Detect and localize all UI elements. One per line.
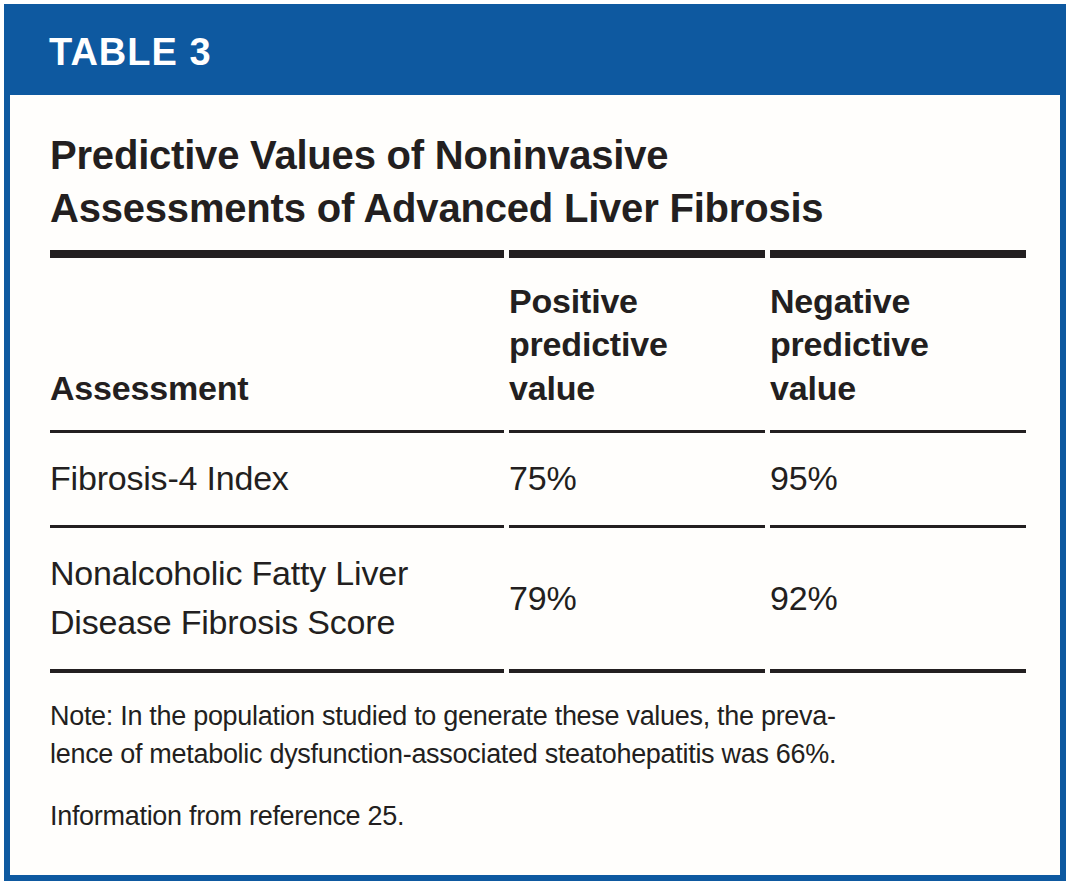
table-row: Fibrosis-4 Index 75% 95%	[50, 433, 1026, 528]
header-row: Assessment Positive predictive value Neg…	[50, 250, 1026, 434]
col-header-positive-predictive-value: Positive predictive value	[509, 250, 765, 434]
table-note-line-2: lence of metabolic dysfunction-associate…	[50, 736, 1026, 774]
table-label: TABLE 3	[49, 31, 212, 74]
table-header-bar: TABLE 3	[10, 10, 1060, 95]
col-header-negative-predictive-value: Negative predictive value	[770, 250, 1026, 434]
table-title: Predictive Values of Noninvasive Assessm…	[50, 129, 1026, 235]
col-header-assessment: Assessment	[50, 250, 504, 434]
table-body: Fibrosis-4 Index 75% 95% Nonalcoholic Fa…	[50, 433, 1026, 673]
table-head: Assessment Positive predictive value Neg…	[50, 250, 1026, 434]
cell-assessment: Nonalcoholic Fatty Liver Disease Fibrosi…	[50, 528, 504, 673]
cell-negative-predictive-value: 95%	[770, 433, 1026, 528]
cell-positive-predictive-value: 75%	[509, 433, 765, 528]
table-content-area: Predictive Values of Noninvasive Assessm…	[10, 95, 1060, 832]
cell-assessment: Fibrosis-4 Index	[50, 433, 504, 528]
table-source-line: Information from reference 25.	[50, 801, 1026, 832]
table-note-line-1: Note: In the population studied to gener…	[50, 698, 1026, 736]
table-title-line-1: Predictive Values of Noninvasive	[50, 129, 1026, 182]
predictive-values-table: Assessment Positive predictive value Neg…	[45, 250, 1031, 673]
table-row: Nonalcoholic Fatty Liver Disease Fibrosi…	[50, 528, 1026, 673]
table-note: Note: In the population studied to gener…	[50, 698, 1026, 774]
cell-negative-predictive-value: 92%	[770, 528, 1026, 673]
table-title-line-2: Assessments of Advanced Liver Fibrosis	[50, 182, 1026, 235]
table-figure-card: TABLE 3 Predictive Values of Noninvasive…	[4, 4, 1066, 881]
cell-positive-predictive-value: 79%	[509, 528, 765, 673]
